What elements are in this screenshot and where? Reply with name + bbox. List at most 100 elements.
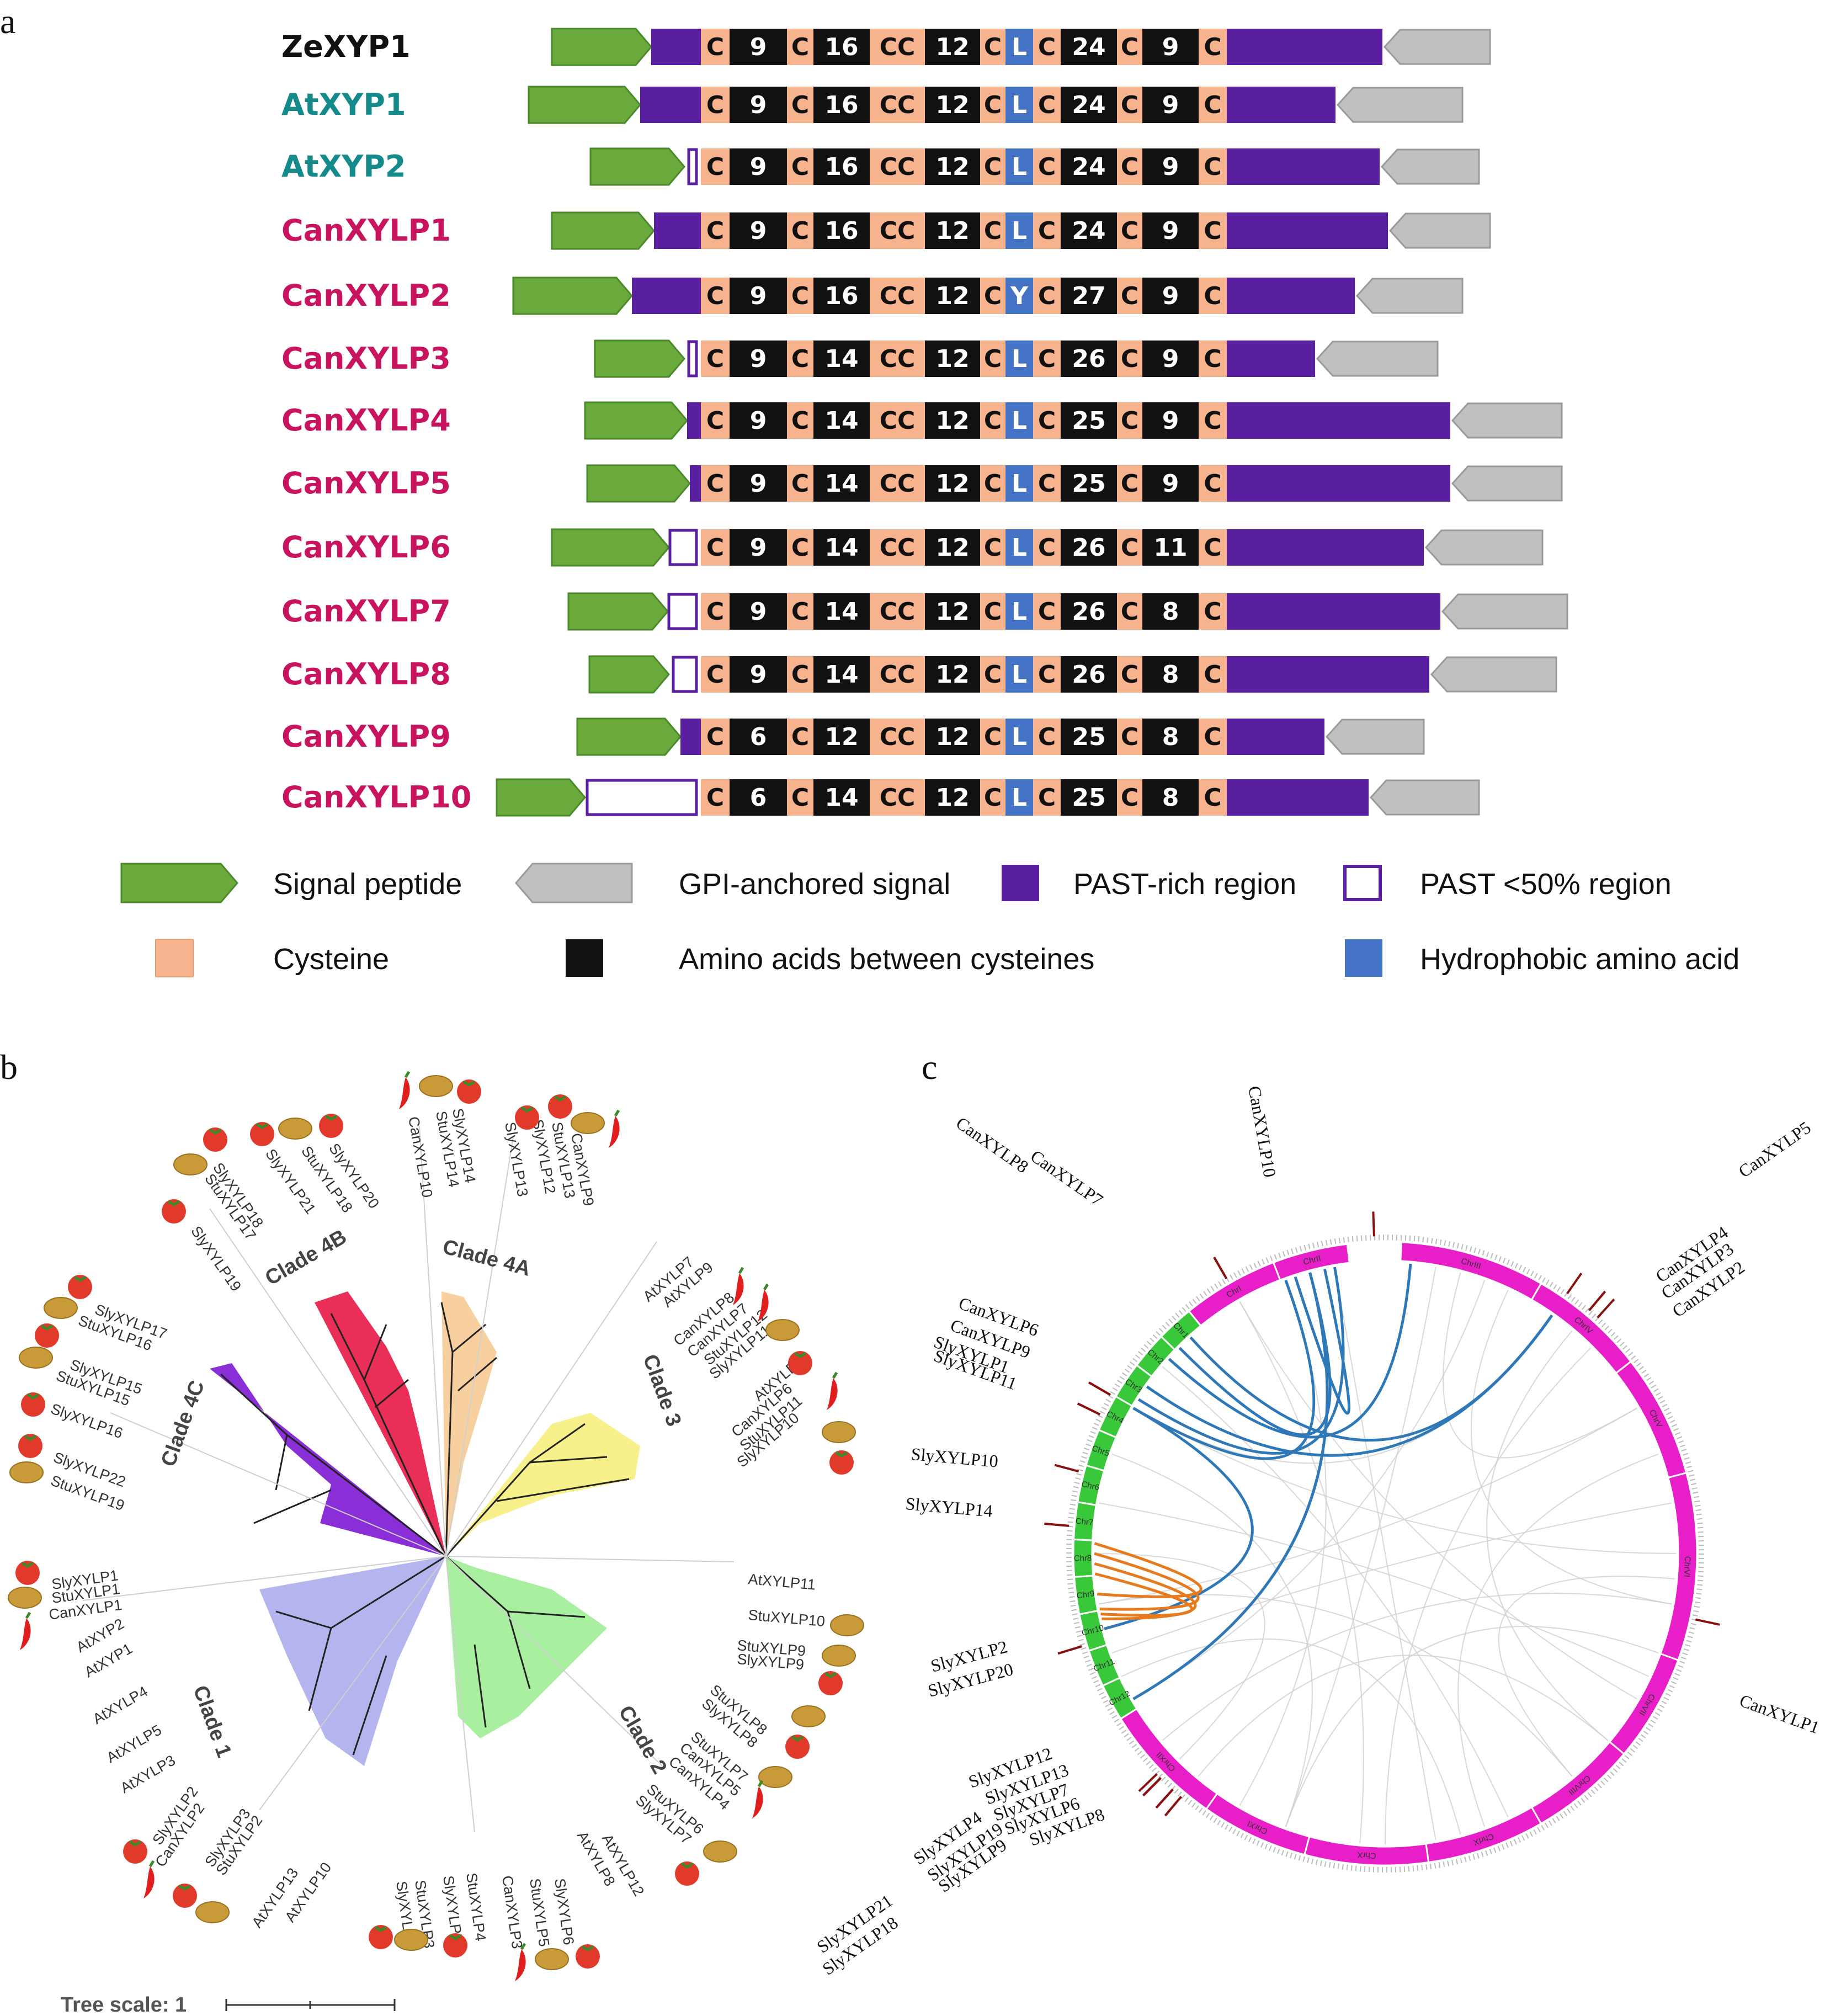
xylp-link-blue	[1132, 1272, 1329, 1700]
domain-row: AtXYP2 C 9 C 16 CC 12 C L C 24 C 9 C	[281, 147, 1480, 186]
cysteine-label: C	[1038, 33, 1056, 61]
past-tail	[1227, 148, 1380, 185]
cysteine-box	[1117, 779, 1142, 816]
clade-2-wedge	[446, 1556, 607, 1738]
cysteine-box	[980, 278, 1005, 314]
cysteine-box	[787, 779, 813, 816]
gpi-anchor	[1451, 402, 1563, 439]
cysteine-label: C	[706, 91, 724, 119]
cysteine-label: C	[1038, 345, 1056, 373]
cysteine-box	[1199, 529, 1227, 566]
synteny-link	[1443, 1272, 1637, 1459]
cysteine-pair-label: CC	[880, 153, 916, 181]
past-region	[651, 29, 701, 65]
pepper-icon	[827, 1371, 838, 1410]
cysteine-label: C	[984, 598, 1002, 626]
legend-pastlow-swatch	[1343, 865, 1382, 901]
tomato-icon	[173, 1884, 197, 1908]
cysteine-label: C	[1204, 33, 1221, 61]
aa-count-label: 6	[750, 784, 767, 812]
gpi-anchor	[1316, 341, 1439, 377]
circos-gene-label: SlyXYLP14	[904, 1493, 993, 1521]
aa-count-box	[1142, 278, 1199, 314]
cysteine-label: C	[706, 598, 724, 626]
cysteine-label: C	[1121, 598, 1138, 626]
synteny-link	[1133, 1280, 1486, 1700]
gpi-anchor	[1380, 148, 1480, 185]
cysteine-label: C	[984, 470, 1002, 498]
tomato-icon	[162, 1199, 186, 1224]
aa-count-label: 12	[935, 33, 969, 61]
cysteine-box	[980, 402, 1005, 439]
cysteine-box	[701, 148, 730, 185]
gpi-anchor	[1424, 529, 1544, 566]
past-low-region	[687, 340, 698, 377]
xylp-link-orange	[1094, 1562, 1197, 1621]
aa-count-box	[925, 465, 980, 502]
cysteine-pair-box	[870, 29, 925, 65]
cysteine-pair-label: CC	[880, 598, 916, 626]
cysteine-box	[1199, 719, 1227, 755]
cysteine-box	[787, 148, 813, 185]
gene-marker	[1597, 1298, 1615, 1319]
hydrophobic-residue-label: L	[1012, 723, 1027, 751]
aa-count-label: 9	[750, 217, 767, 245]
aa-count-box	[813, 87, 870, 123]
cysteine-box	[1199, 656, 1227, 693]
cysteine-label: C	[1204, 534, 1221, 562]
circos-ticks	[1066, 1235, 1704, 1873]
aa-count-label: 25	[1072, 470, 1105, 498]
cysteine-label: C	[1038, 217, 1056, 245]
tree-leaf-label: CanXYLP10	[405, 1115, 435, 1199]
synteny-link	[1457, 1453, 1659, 1827]
cysteine-label: C	[791, 153, 809, 181]
aa-count-box	[813, 29, 870, 65]
cysteine-label: C	[706, 470, 724, 498]
xylp-link-blue	[1168, 1263, 1412, 1439]
hydrophobic-residue-box	[1005, 465, 1033, 502]
aa-count-label: 8	[1162, 598, 1179, 626]
aa-count-box	[1142, 465, 1199, 502]
tomato-chromosome	[1072, 1538, 1094, 1578]
aa-count-box	[730, 779, 787, 816]
past-tail	[1227, 87, 1336, 123]
cysteine-label: C	[1204, 153, 1221, 181]
gene-marker	[1138, 1773, 1158, 1792]
tree-branches	[220, 1302, 630, 1756]
synteny-link	[1198, 1655, 1609, 1777]
xylp-link-blue	[1178, 1272, 1332, 1437]
circos-chromosomes: ChrIIIChrIVChrVChrVIChrVIIChrVIIIChrIXCh…	[1066, 1235, 1704, 1873]
tree-leaf-label: SlyXYLP16	[49, 1400, 125, 1441]
cysteine-box	[1117, 212, 1142, 249]
domain-row: CanXYLP7 C 9 C 14 CC 12 C L C 26 C 8 C	[281, 592, 1568, 631]
past-tail	[1227, 719, 1324, 755]
cysteine-box	[701, 529, 730, 566]
cysteine-pair-label: CC	[880, 723, 916, 751]
aa-count-label: 12	[935, 534, 969, 562]
gpi-anchor	[1355, 278, 1464, 314]
clade-1-label: Clade 1	[189, 1683, 236, 1760]
protein-name: ZeXYP1	[281, 29, 411, 64]
cysteine-box	[1033, 341, 1061, 377]
cysteine-box	[1033, 656, 1061, 693]
hydrophobic-residue-label: L	[1012, 345, 1027, 373]
cysteine-box	[701, 402, 730, 439]
hydrophobic-residue-box	[1005, 529, 1033, 566]
cysteine-box	[1033, 719, 1061, 755]
tree-leaf-label: StuXYLP5	[526, 1877, 552, 1948]
circos-gene-label: CanXYLP8	[953, 1113, 1032, 1177]
synteny-link	[1111, 1453, 1313, 1827]
cysteine-box	[787, 593, 813, 630]
cysteine-box	[1117, 465, 1142, 502]
aa-count-box	[1142, 402, 1199, 439]
pepper-chromosome-label: ChrVI	[1682, 1556, 1693, 1577]
tree-leaf-label: AtXYLP4	[90, 1683, 151, 1727]
aa-count-box	[813, 529, 870, 566]
protein-name: AtXYP2	[281, 149, 406, 184]
tomato-icon	[443, 1933, 467, 1958]
tree-leaf-label: SlyXYLP19	[188, 1223, 244, 1294]
potato-icon	[8, 1587, 42, 1609]
cysteine-label: C	[706, 153, 724, 181]
cysteine-pair-label: CC	[880, 407, 916, 435]
hydrophobic-residue-label: L	[1012, 33, 1027, 61]
